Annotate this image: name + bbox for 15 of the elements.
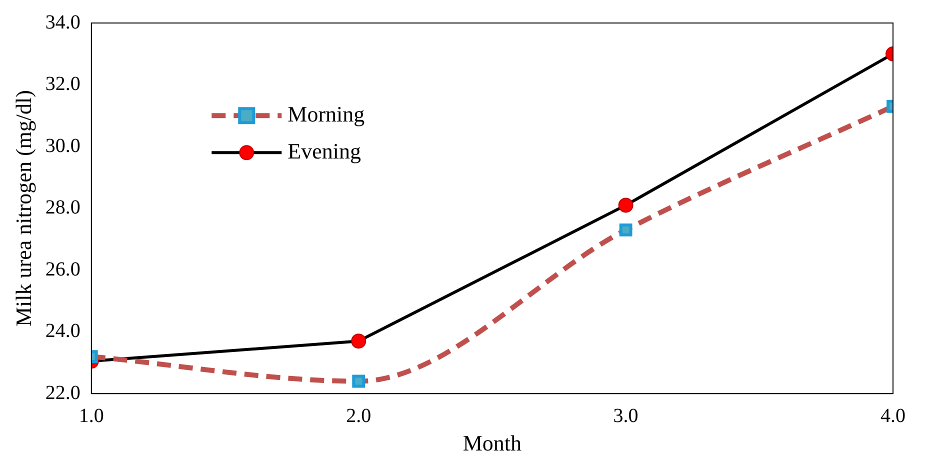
x-axis-title: Month — [462, 430, 522, 456]
y-tick-label: 22.0 — [45, 382, 80, 404]
legend-label: Morning — [288, 101, 365, 126]
y-tick-label: 24.0 — [45, 320, 80, 342]
y-axis-title: Milk urea nitrogen (mg/dl) — [10, 90, 36, 327]
y-tick-label: 30.0 — [45, 134, 80, 157]
x-tick-label: 1.0 — [78, 404, 104, 427]
y-tick-label: 34.0 — [45, 11, 80, 34]
legend-label: Evening — [288, 138, 361, 164]
x-tick-label: 2.0 — [346, 404, 372, 427]
y-tick-label: 26.0 — [45, 258, 80, 280]
x-tick-label: 3.0 — [613, 404, 638, 427]
y-tick-label: 32.0 — [45, 73, 80, 96]
x-tick-label: 4.0 — [880, 404, 906, 427]
y-tick-label: 28.0 — [45, 196, 80, 219]
